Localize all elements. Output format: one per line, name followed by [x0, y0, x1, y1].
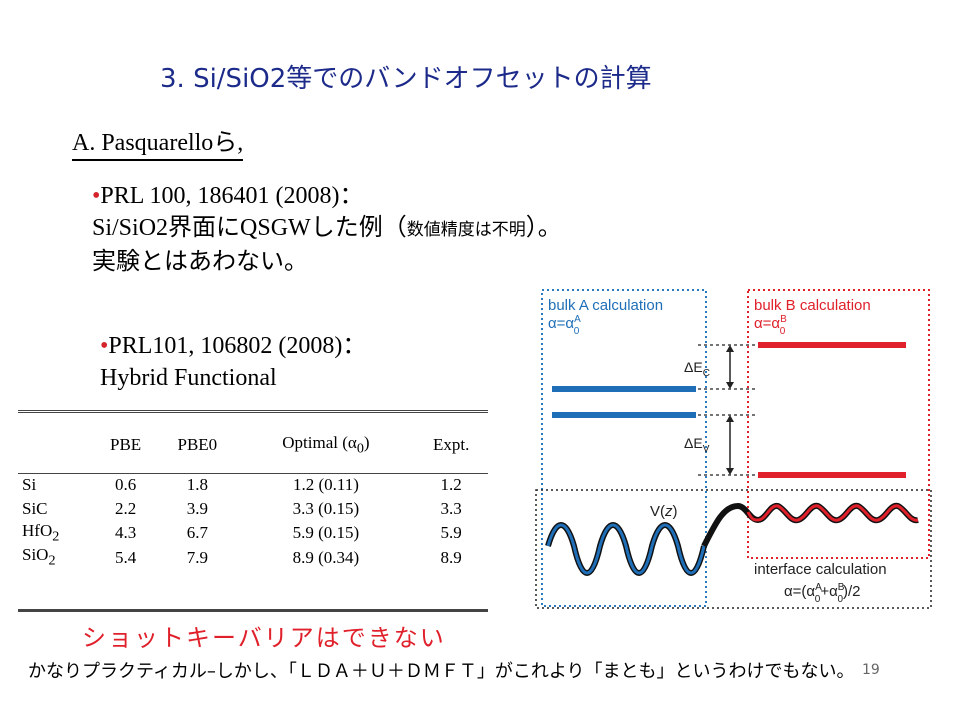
table-row: SiC 2.2 3.9 3.3 (0.15) 3.3	[22, 499, 462, 518]
interface-alpha: α=(αA 0+αB 0)/2	[784, 582, 861, 605]
bulk-b-alpha: α=αB 0	[754, 314, 787, 337]
potential-curve-a	[546, 523, 706, 575]
table-row: Si 0.6 1.8 1.2 (0.11) 1.2	[22, 475, 462, 494]
bullet-prl101-line1: •PRL101, 106802 (2008)：	[100, 333, 367, 359]
bullet-prl100-line3: 実験とはあわない。	[92, 249, 308, 275]
table-header-cell: Optimal (α0)	[282, 432, 370, 457]
potential-label: V(z)	[650, 503, 678, 520]
interface-label: interface calculation	[754, 561, 887, 578]
interface-box	[535, 489, 932, 609]
schottky-note: ショットキーバリアはできない	[82, 624, 446, 652]
bulk-b-box	[747, 289, 930, 559]
page-number: 19	[862, 662, 880, 678]
table-header-cell: PBE0	[177, 435, 218, 454]
author-line: A. Pasquarelloら,	[72, 122, 244, 161]
bullet-prl100-line2: Si/SiO2界面にQSGWした例（数値精度は不明）。	[92, 215, 562, 241]
bullet-dot: •	[100, 333, 109, 359]
table-header-row: PBE PBE0 Optimal (α0) Expt.	[18, 431, 488, 459]
bullet-prl101-line2: Hybrid Functional	[100, 365, 277, 391]
bulk-a-valence-band	[552, 412, 696, 418]
table-row: SiO2 5.4 7.9 8.9 (0.34) 8.9	[22, 545, 462, 569]
bullet-prl101: •PRL101, 106802 (2008)： Hybrid Functiona…	[100, 330, 366, 394]
footer-note: かなりプラクティカル–しかし、「ＬＤＡ＋Ｕ＋ＤＭＦＴ」がこれより「まとも」という…	[28, 661, 855, 682]
bulk-b-conduction-band	[758, 342, 906, 348]
bulk-b-label: bulk B calculation	[754, 297, 871, 314]
slide-title: 3. Si/SiO2等でのバンドオフセットの計算	[160, 64, 652, 94]
table-header-cell	[18, 431, 94, 459]
potential-curve-b	[746, 504, 919, 522]
table-header-cell: Expt.	[432, 435, 470, 454]
bulk-b-valence-band	[758, 472, 906, 478]
band-offset-diagram: bulk A calculation α=αA 0 bulk B calculat…	[535, 289, 932, 609]
bullet-dot: •	[92, 183, 101, 209]
bulk-a-box	[541, 289, 707, 607]
table-row: HfO2 4.3 6.7 5.9 (0.15) 5.9	[22, 521, 462, 545]
band-gap-table: PBE PBE0 Optimal (α0) Expt. Si 0.6 1.8 1…	[18, 410, 488, 612]
table-header-cell: PBE	[109, 435, 142, 454]
bullet-prl100-line1: •PRL 100, 186401 (2008)：	[92, 183, 364, 209]
bullet-prl100: •PRL 100, 186401 (2008)： Si/SiO2界面にQSGWし…	[92, 180, 562, 278]
bulk-a-conduction-band	[552, 386, 696, 392]
table-header-rule	[18, 473, 488, 474]
bulk-a-alpha: α=αA 0	[548, 314, 581, 337]
bulk-a-label: bulk A calculation	[548, 297, 663, 314]
